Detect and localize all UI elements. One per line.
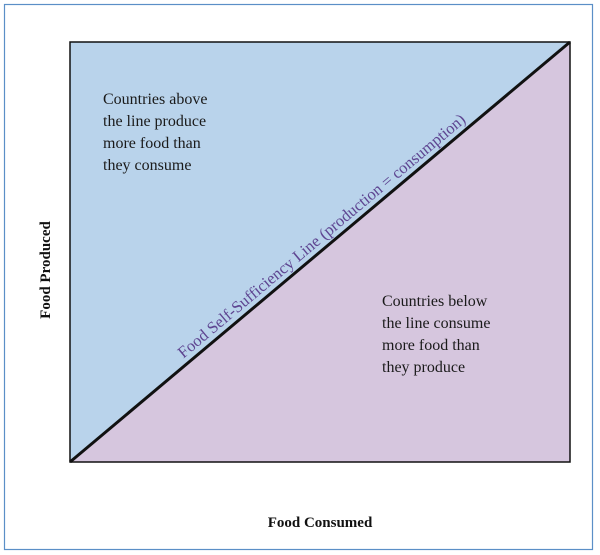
upper-text: Countries above the line produce more food… <box>103 91 207 174</box>
lower-text: Countries below the line consume more food… <box>382 293 490 376</box>
region-line: they consume <box>103 157 191 174</box>
region-line: Countries below <box>382 293 488 310</box>
region-line: the line produce <box>103 113 206 130</box>
region-line: they produce <box>382 359 465 376</box>
x-axis-label: Food Consumed <box>268 515 373 531</box>
region-line: more food than <box>103 135 201 152</box>
y-axis-label: Food Produced <box>38 221 54 319</box>
self-sufficiency-line <box>69 40 571 464</box>
region-line: the line consume <box>382 315 490 332</box>
plot-border <box>69 41 571 463</box>
region-line: Countries above <box>103 91 207 108</box>
region-line: more food than <box>382 337 480 354</box>
